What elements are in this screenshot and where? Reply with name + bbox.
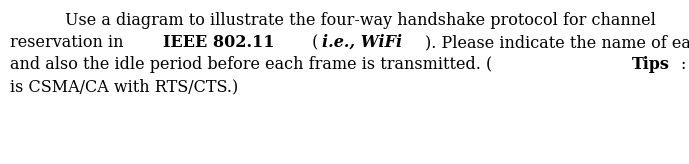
Text: (: ( [307, 34, 318, 51]
Text: ). Please indicate the name of each frame,: ). Please indicate the name of each fram… [425, 34, 689, 51]
Text: and also the idle period before each frame is transmitted. (: and also the idle period before each fra… [10, 56, 492, 73]
Text: : the protocol used: : the protocol used [681, 56, 689, 73]
Text: reservation in: reservation in [10, 34, 129, 51]
Text: is CSMA/CA with RTS/CTS.): is CSMA/CA with RTS/CTS.) [10, 78, 238, 95]
Text: IEEE 802.11: IEEE 802.11 [163, 34, 274, 51]
Text: i.e., WiFi: i.e., WiFi [322, 34, 402, 51]
Text: Use a diagram to illustrate the four-way handshake protocol for channel: Use a diagram to illustrate the four-way… [65, 12, 656, 29]
Text: Tips: Tips [633, 56, 670, 73]
